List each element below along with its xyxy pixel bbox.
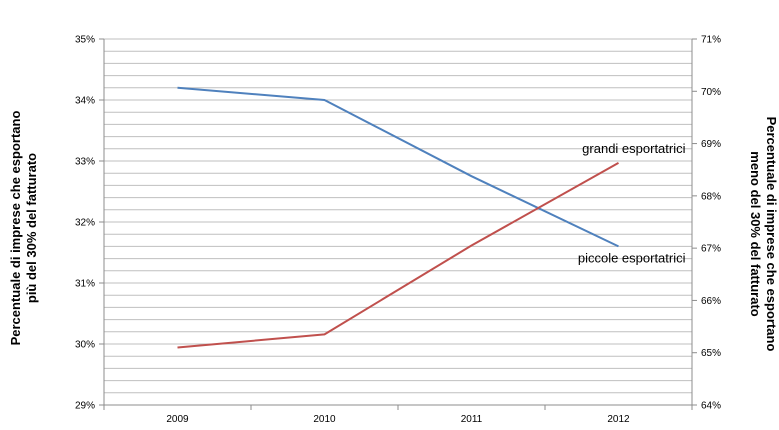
axis-titles: Percentuale di imprese che esportanopiù … xyxy=(8,111,779,352)
right-tick-label: 70% xyxy=(701,87,721,98)
right-tick-label: 65% xyxy=(701,348,721,359)
x-tick-label: 2012 xyxy=(607,414,630,425)
grid-lines xyxy=(104,38,692,406)
right-axis-title-line: meno del 30% del fatturato xyxy=(748,151,763,316)
series-label: grandi esportatrici xyxy=(582,141,685,156)
left-tick-label: 31% xyxy=(75,279,95,290)
left-tick-label: 34% xyxy=(75,96,95,107)
left-tick-label: 29% xyxy=(75,401,95,412)
right-tick-label: 66% xyxy=(701,296,721,307)
left-tick-label: 33% xyxy=(75,157,95,168)
right-axis-title-line: Percentuale di imprese che esportano xyxy=(764,117,779,352)
right-tick-label: 64% xyxy=(701,401,721,412)
right-tick-label: 68% xyxy=(701,191,721,202)
tick-labels: 29% 30% 31% 32% 33% 34% 35% 64% 65% 66% 67% 68% 69% 7… xyxy=(75,35,721,426)
x-tick-label: 2009 xyxy=(166,414,189,425)
left-tick-label: 30% xyxy=(75,340,95,351)
series-lines xyxy=(177,86,619,349)
series-line-grandi-esportatrici xyxy=(177,162,619,349)
left-tick-label: 32% xyxy=(75,218,95,229)
series-labels: piccole esportatrici grandi esportatrici xyxy=(578,141,686,265)
right-tick-label: 67% xyxy=(701,244,721,255)
x-tick-label: 2011 xyxy=(461,414,483,425)
left-tick-label: 35% xyxy=(75,35,95,46)
left-axis-title-line: più del 30% del fatturato xyxy=(24,153,39,303)
left-axis-title: Percentuale di imprese che esportanopiù … xyxy=(8,111,39,346)
axes xyxy=(99,38,697,410)
series-line-piccole-esportatrici xyxy=(177,86,619,248)
right-tick-label: 69% xyxy=(701,139,721,150)
x-tick-label: 2010 xyxy=(313,414,336,425)
right-axis-title: Percentuale di imprese che esportanomeno… xyxy=(748,117,779,352)
series-label: piccole esportatrici xyxy=(578,250,686,265)
left-axis-title-line: Percentuale di imprese che esportano xyxy=(8,111,23,346)
right-tick-label: 71% xyxy=(701,35,721,46)
